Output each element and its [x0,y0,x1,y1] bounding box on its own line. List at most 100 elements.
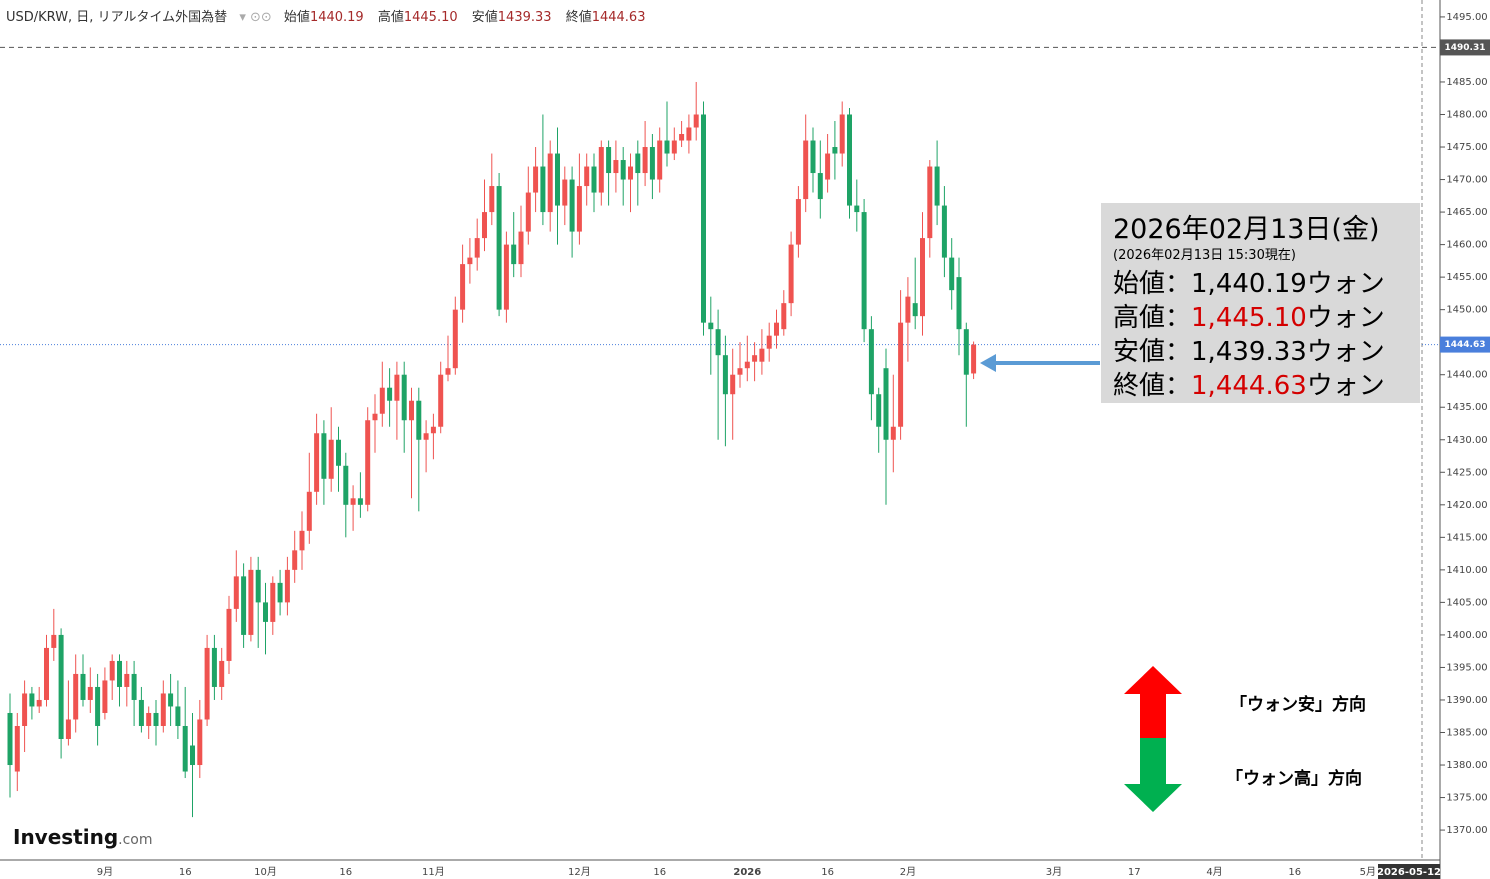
candle-body [255,569,261,603]
candle-body [606,147,612,174]
x-tick-label: 3月 [1046,866,1062,878]
candle-body [905,296,911,323]
candle-body [489,186,495,213]
candle-body [730,374,736,395]
candle-body [759,348,765,362]
candle-body [102,680,108,713]
x-tick-label: 11月 [422,866,445,878]
pointer-arrow-head [980,354,996,372]
candle-body [744,361,750,369]
info-row: 始値：1,440.19ウォン [1113,263,1385,300]
candle-body [357,498,363,505]
candle-body [941,205,947,258]
y-tick-label: 1430.00 [1446,435,1487,446]
x-tick-label: 10月 [254,866,277,878]
candle-body [686,127,692,141]
candle-body [912,303,918,317]
x-tick-label: 5月 [1360,866,1376,878]
candle-body [65,719,71,740]
info-row: 高値：1,445.10ウォン [1113,297,1385,334]
candle-body [971,344,977,374]
ohlc-value: 1445.10 [403,10,458,25]
candle-body [44,647,49,700]
candle-body [562,179,568,206]
price-label-box [1440,336,1490,353]
info-unit: ウォン [1306,303,1385,333]
candle-body [343,465,349,505]
y-tick-label: 1390.00 [1446,695,1487,706]
info-value: 1,439.33 [1191,337,1307,367]
candle-body [226,608,232,661]
info-note: (2026年02月13日 15:30現在) [1113,248,1296,263]
candle-body [671,140,677,154]
candle-body [314,433,320,492]
candle-body [854,205,860,213]
legend-up: 「ウォン安」方向 [1230,695,1366,715]
candle-body [58,634,64,740]
candle-body [628,166,633,180]
candle-body [679,134,685,141]
y-tick-label: 1405.00 [1446,597,1487,608]
info-box: 2026年02月13日(金) (2026年02月13日 15:30現在) 始値：… [1101,203,1420,403]
candle-body [73,673,79,720]
y-tick-label: 1415.00 [1446,532,1487,543]
candle-body [817,173,823,200]
candle-body [576,186,582,232]
candle-body [781,303,787,330]
candle-body [460,264,466,310]
price-label: 1444.63 [1445,340,1486,350]
candle-body [306,491,312,531]
candle-body [51,634,57,648]
cursor-date: 2026-05-12 [1377,867,1441,878]
info-unit: ウォン [1306,371,1385,401]
candle-body [555,153,560,206]
y-tick-label: 1425.00 [1446,467,1487,478]
x-tick-label: 9月 [97,866,113,878]
candle-body [788,244,794,304]
candle-body [284,569,290,603]
candle-body [416,400,422,440]
y-tick-label: 1460.00 [1446,240,1487,251]
x-tick-label: 17 [1128,867,1141,878]
info-value: 1,445.10 [1191,303,1307,333]
down-arrow [1124,738,1182,812]
info-value: 1,440.19 [1191,269,1307,299]
candle-body [956,277,962,330]
candle-body [299,530,305,551]
candle-body [277,582,283,603]
candle-body [861,212,867,330]
candle-body [321,433,327,479]
candle-body [430,426,436,434]
candle-body [649,147,655,180]
candle-body [774,322,779,336]
candle-body [204,647,210,720]
y-tick-label: 1385.00 [1446,727,1487,738]
candle-body [737,368,743,375]
y-tick-label: 1455.00 [1446,272,1487,283]
candle-body [722,355,728,395]
candle-body [613,160,619,174]
candle-body [387,387,393,401]
candle-body [36,699,42,707]
candle-body [146,712,152,726]
candle-body [270,582,276,622]
candle-body [708,322,714,330]
candle-body [518,231,524,265]
candle-body [80,673,86,700]
ohlc-value: 1439.33 [497,10,552,25]
candle-body [394,374,400,401]
ohlc-label: 安値 [471,10,498,25]
y-tick-label: 1475.00 [1446,142,1487,153]
candle-body [591,166,597,193]
candle-body [569,179,575,232]
candle-body [657,140,663,180]
candle-body [664,140,670,154]
info-row: 安値：1,439.33ウォン [1113,331,1385,368]
y-tick-label: 1380.00 [1446,760,1487,771]
candle-body [22,693,28,726]
candle-body [248,569,254,635]
candle-body [328,439,334,479]
ohlc-value: 1444.63 [591,10,646,25]
info-label: 安値： [1113,337,1192,367]
